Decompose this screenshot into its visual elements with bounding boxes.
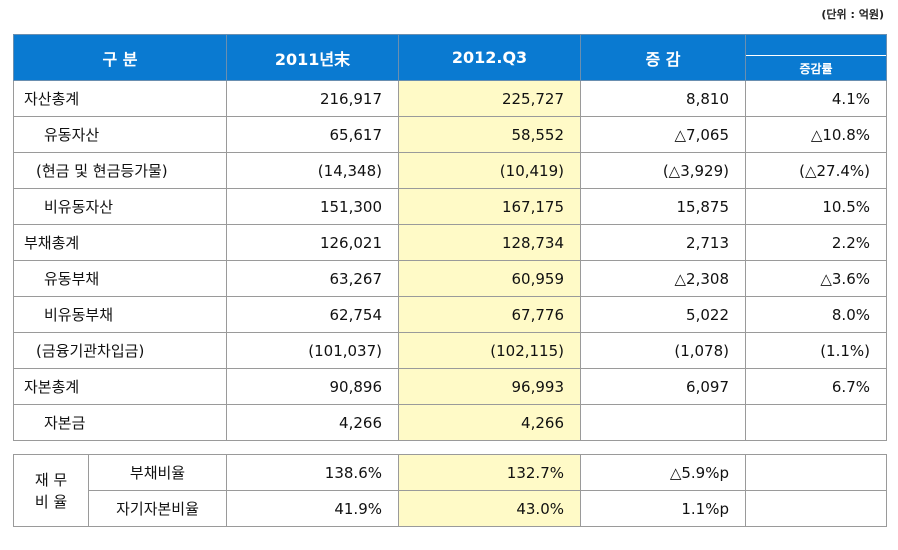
cell-change: (1,078) [580, 332, 746, 369]
cell-2012: 167,175 [398, 188, 581, 225]
cell-rate: (△27.4%) [745, 152, 887, 189]
cell-2012: 4,266 [398, 404, 581, 441]
row-label: 유동부채 [13, 260, 227, 297]
cell-2011: (101,037) [226, 332, 399, 369]
cell-rate: △10.8% [745, 116, 887, 153]
cell-2011: 62,754 [226, 296, 399, 333]
table-row: (금융기관차입금) (101,037) (102,115) (1,078) (1… [13, 332, 887, 369]
table-row: 자본금 4,266 4,266 [13, 404, 887, 441]
ratio-row: 자기자본비율 41.9% 43.0% 1.1%p [14, 490, 887, 527]
cell-2011: 4,266 [226, 404, 399, 441]
table-row: (현금 및 현금등가물) (14,348) (10,419) (△3,929) … [13, 152, 887, 189]
cell-2012: 132.7% [398, 454, 581, 491]
cell-2012: 67,776 [398, 296, 581, 333]
header-2012q3: 2012.Q3 [398, 34, 581, 81]
ratio-group-label: 재 무 비 율 [13, 454, 89, 527]
cell-2011: 65,617 [226, 116, 399, 153]
unit-note: (단위 : 억원) [821, 8, 884, 21]
header-2011: 2011년末 [226, 34, 399, 81]
cell-2012: (102,115) [398, 332, 581, 369]
cell-rate: 8.0% [745, 296, 887, 333]
cell-change: 1.1%p [580, 490, 746, 527]
cell-change: 15,875 [580, 188, 746, 225]
row-label: (현금 및 현금등가물) [13, 152, 227, 189]
cell-2011: 151,300 [226, 188, 399, 225]
ratio-label: 자기자본비율 [88, 490, 227, 527]
financial-table: 구 분 2011년末 2012.Q3 증 감 증감률 자산총계 216,917 … [13, 34, 887, 527]
cell-rate: 2.2% [745, 224, 887, 261]
header-change: 증 감 [580, 34, 746, 81]
row-label: 부채총계 [13, 224, 227, 261]
cell-change: △5.9%p [580, 454, 746, 491]
cell-rate [745, 404, 887, 441]
cell-rate [745, 490, 887, 527]
ratio-row: 재 무 비 율 부채비율 138.6% 132.7% △5.9%p [13, 454, 887, 527]
table-row: 비유동자산 151,300 167,175 15,875 10.5% [13, 188, 887, 225]
cell-2012: 43.0% [398, 490, 581, 527]
cell-2012: (10,419) [398, 152, 581, 189]
cell-rate: (1.1%) [745, 332, 887, 369]
cell-rate: 4.1% [745, 80, 887, 117]
cell-2012: 60,959 [398, 260, 581, 297]
table-row: 부채총계 126,021 128,734 2,713 2.2% [13, 224, 887, 261]
cell-change: (△3,929) [580, 152, 746, 189]
cell-2011: 90,896 [226, 368, 399, 405]
cell-2011: 126,021 [226, 224, 399, 261]
header-category: 구 분 [13, 34, 227, 81]
cell-rate: 10.5% [745, 188, 887, 225]
spacer-row [13, 440, 887, 455]
cell-rate [745, 454, 887, 491]
cell-rate: △3.6% [745, 260, 887, 297]
row-label: 자산총계 [13, 80, 227, 117]
cell-2011: 138.6% [226, 454, 399, 491]
cell-2011: 216,917 [226, 80, 399, 117]
cell-change [580, 404, 746, 441]
cell-change: 5,022 [580, 296, 746, 333]
table-row: 유동자산 65,617 58,552 △7,065 △10.8% [13, 116, 887, 153]
cell-2011: (14,348) [226, 152, 399, 189]
cell-2012: 96,993 [398, 368, 581, 405]
row-label: 자본금 [13, 404, 227, 441]
cell-2012: 58,552 [398, 116, 581, 153]
cell-change: △2,308 [580, 260, 746, 297]
ratio-label: 부채비율 [88, 454, 227, 491]
cell-change: △7,065 [580, 116, 746, 153]
cell-rate: 6.7% [745, 368, 887, 405]
row-label: 자본총계 [13, 368, 227, 405]
table-row: 유동부채 63,267 60,959 △2,308 △3.6% [13, 260, 887, 297]
cell-2012: 128,734 [398, 224, 581, 261]
cell-2012: 225,727 [398, 80, 581, 117]
cell-change: 6,097 [580, 368, 746, 405]
row-label: 비유동자산 [13, 188, 227, 225]
row-label: 유동자산 [13, 116, 227, 153]
table-row: 자산총계 216,917 225,727 8,810 4.1% [13, 80, 887, 117]
table-row: 자본총계 90,896 96,993 6,097 6.7% [13, 368, 887, 405]
cell-change: 8,810 [580, 80, 746, 117]
row-label: 비유동부채 [13, 296, 227, 333]
header-row: 구 분 2011년末 2012.Q3 증 감 증감률 [13, 34, 887, 81]
cell-2011: 63,267 [226, 260, 399, 297]
table-row: 비유동부채 62,754 67,776 5,022 8.0% [13, 296, 887, 333]
row-label: (금융기관차입금) [13, 332, 227, 369]
cell-2011: 41.9% [226, 490, 399, 527]
cell-change: 2,713 [580, 224, 746, 261]
header-change-rate: 증감률 [745, 34, 887, 81]
